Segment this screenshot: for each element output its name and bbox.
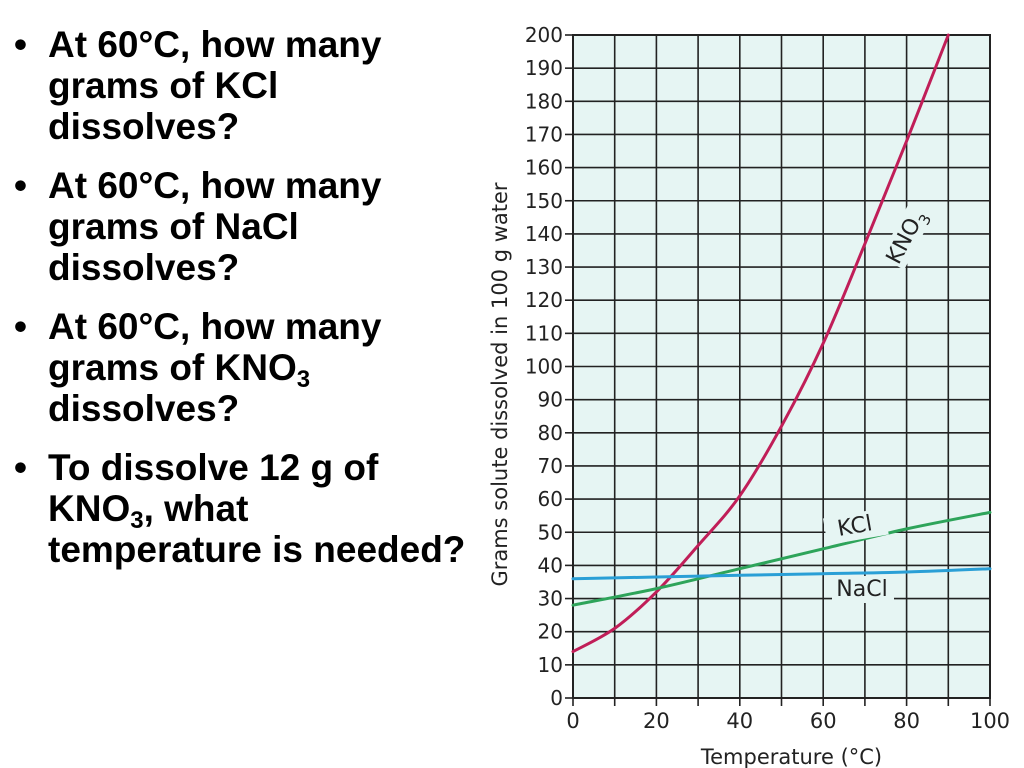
series-line-kno3: [571, 33, 950, 654]
y-tick-label: 130: [525, 255, 563, 279]
bullet-icon: •: [14, 24, 27, 65]
y-tick-label: 10: [538, 653, 563, 677]
subscript-text: 3: [130, 507, 144, 534]
question-text: , what temperature is needed?: [48, 488, 466, 570]
x-tick-label: 0: [566, 709, 579, 733]
y-tick-label: 150: [525, 189, 563, 213]
x-tick-label: 20: [643, 709, 670, 733]
y-tick-label: 0: [550, 686, 563, 710]
y-tick-label: 50: [538, 520, 563, 544]
bullet-icon: •: [14, 306, 27, 347]
y-tick-label: 70: [538, 454, 563, 478]
question-item: • At 60°C, how many grams of NaCl dissolv…: [14, 165, 466, 288]
bullet-icon: •: [14, 165, 27, 206]
series-label-background: [880, 202, 934, 270]
y-tick-label: 90: [538, 388, 563, 412]
y-tick-label: 200: [525, 23, 563, 47]
y-tick-label: 100: [525, 355, 563, 379]
x-tick-label: 60: [810, 709, 837, 733]
x-tick-label: 100: [970, 709, 1010, 733]
y-tick-label: 190: [525, 56, 563, 80]
question-text: At 60°C, how many grams of NaCl dissolve…: [48, 165, 382, 288]
y-tick-label: 20: [538, 620, 563, 644]
y-tick-label: 180: [525, 89, 563, 113]
y-tick-labels: 0 10 20 30 40 50 60 70 80 90 100 110 120 130 140 150 160…: [525, 23, 563, 710]
y-tick-label: 60: [538, 487, 563, 511]
subscript-text: 3: [296, 366, 311, 393]
y-tick-label: 170: [525, 122, 563, 146]
y-tick-label: 40: [538, 553, 563, 577]
series-label-text: KCl: [836, 511, 875, 542]
question-item: • To dissolve 12 g of KNO3, what temperat…: [14, 447, 466, 570]
series-label-nacl: NaCl: [832, 576, 894, 603]
y-tick-label: 30: [538, 587, 563, 611]
question-item: • At 60°C, how many grams of KCl dissolve…: [14, 24, 466, 147]
series-line-kcl: [571, 510, 992, 607]
question-text: At 60°C, how many grams of KNO: [48, 306, 382, 388]
series-label-text: NaCl: [836, 577, 887, 602]
series-line-nacl: [571, 567, 992, 581]
series-label-kcl: KCl: [822, 507, 889, 546]
x-tick-label: 80: [893, 709, 920, 733]
y-tick-label: 120: [525, 288, 563, 312]
question-list: • At 60°C, how many grams of KCl dissolve…: [14, 24, 466, 588]
series-lines: [571, 33, 992, 654]
question-text: To dissolve 12 g of KNO: [48, 447, 379, 529]
y-tick-label: 160: [525, 156, 563, 180]
y-tick-label: 110: [525, 321, 563, 345]
x-tick-label: 40: [726, 709, 753, 733]
question-text: dissolves?: [48, 388, 240, 429]
series-label-background: [832, 576, 894, 603]
y-tick-label: 140: [525, 222, 563, 246]
x-axis-label: Temperature (°C): [700, 745, 882, 768]
bullet-icon: •: [14, 447, 27, 488]
x-tick-labels: 0 20 40 60 80 100: [566, 709, 1010, 733]
series-label-main: KCl: [836, 511, 875, 542]
series-label-main: NaCl: [836, 577, 887, 602]
y-axis-label: Grams solute dissolved in 100 g water: [488, 182, 512, 586]
y-tick-label: 80: [538, 421, 563, 445]
question-item: • At 60°C, how many grams of KNO3 dissolv…: [14, 306, 466, 429]
question-text: At 60°C, how many grams of KCl dissolves…: [48, 24, 382, 147]
series-label-background: [822, 507, 889, 546]
